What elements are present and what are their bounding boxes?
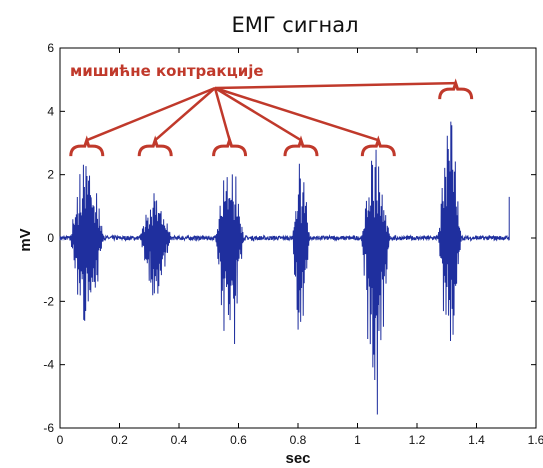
x-tick-label: 0 bbox=[57, 433, 64, 447]
annotation-pointer-line bbox=[86, 86, 216, 142]
x-tick-label: 1 bbox=[354, 433, 361, 447]
annotation-group: мишићне контракције bbox=[69, 62, 474, 157]
y-tick-label: -2 bbox=[43, 294, 54, 308]
x-tick-label: 0.8 bbox=[290, 433, 307, 447]
x-tick-label: 1.2 bbox=[409, 433, 426, 447]
annotation-pointer-line bbox=[213, 87, 231, 141]
annotation-pointer-line bbox=[214, 86, 379, 142]
x-tick-label: 0.4 bbox=[171, 433, 188, 447]
annotation-bracket bbox=[360, 135, 396, 157]
y-tick-label: 0 bbox=[47, 231, 54, 245]
emg-signal-line bbox=[59, 121, 510, 415]
y-tick-label: -6 bbox=[43, 421, 54, 435]
annotation-label: мишићне контракције bbox=[70, 62, 264, 80]
annotation-bracket bbox=[137, 135, 173, 157]
annotation-bracket bbox=[212, 135, 248, 157]
annotation-pointer-line bbox=[154, 87, 216, 142]
annotation-bracket bbox=[438, 78, 474, 100]
annotation-pointer-line bbox=[214, 86, 302, 142]
axis-ticks bbox=[59, 47, 537, 429]
annotation-bracket bbox=[69, 135, 105, 157]
y-axis-label: mV bbox=[17, 228, 34, 251]
y-tick-label: 2 bbox=[47, 168, 54, 182]
tick-labels: 0 0.2 0.4 0.6 0.8 1 1.2 1.4 1.6 -6 -4 -2 0 2 4 6 bbox=[43, 41, 543, 447]
x-tick-label: 1.4 bbox=[468, 433, 485, 447]
x-axis-label: sec bbox=[285, 450, 310, 467]
y-tick-label: 6 bbox=[47, 41, 54, 55]
annotation-pointer-line bbox=[214, 81, 456, 90]
y-tick-label: -4 bbox=[43, 358, 54, 372]
x-tick-label: 0.6 bbox=[230, 433, 247, 447]
x-tick-label: 0.2 bbox=[111, 433, 128, 447]
chart-title: ЕМГ сигнал bbox=[231, 13, 358, 37]
y-tick-label: 4 bbox=[47, 104, 54, 118]
x-tick-label: 1.6 bbox=[528, 433, 543, 447]
annotation-bracket bbox=[283, 135, 319, 157]
